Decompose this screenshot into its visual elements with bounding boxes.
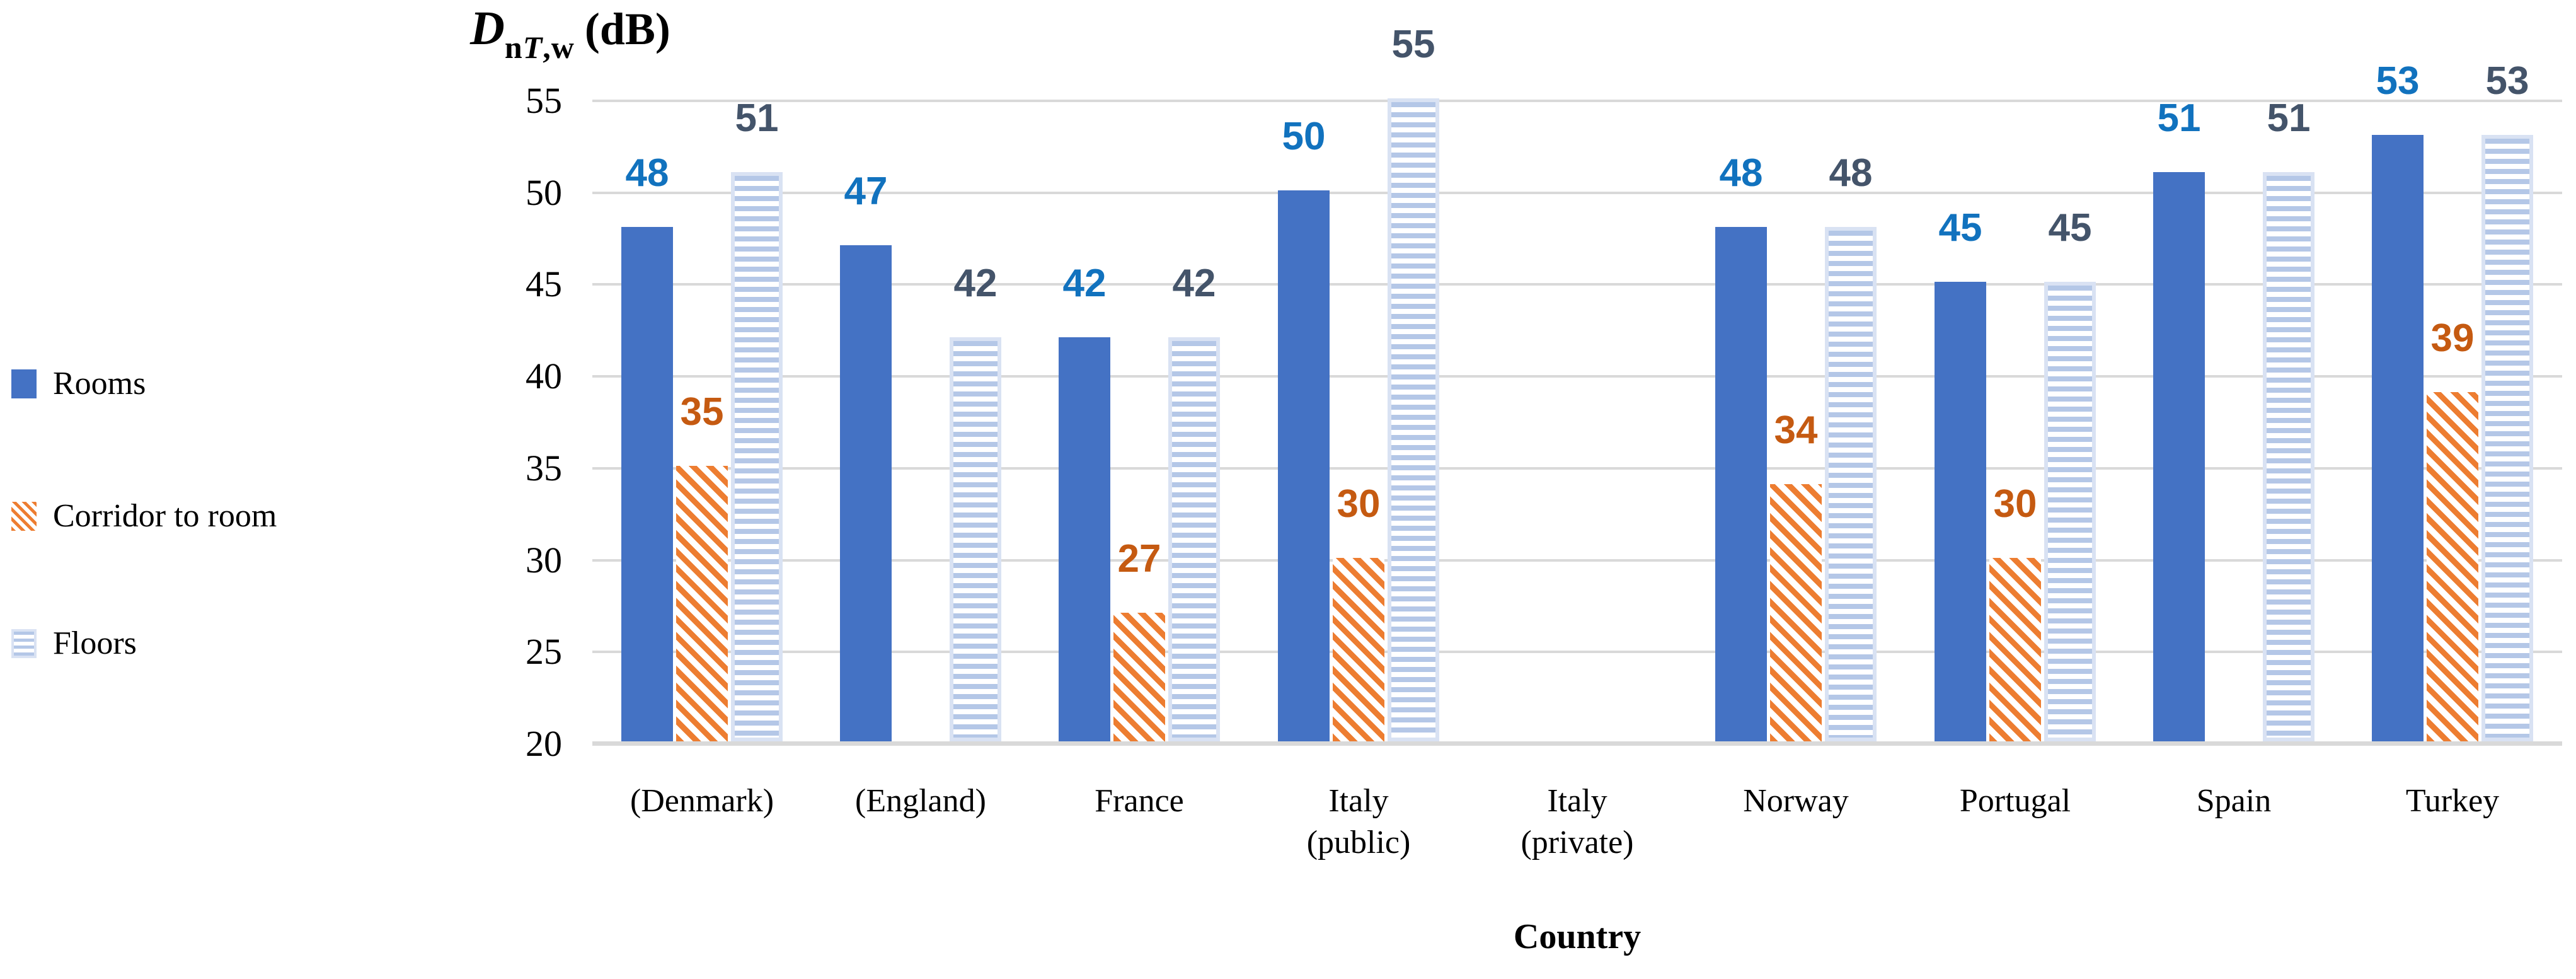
category-label-turkey: Turkey: [2339, 780, 2566, 822]
data-label-corridor-italy-public: 30: [1337, 482, 1381, 526]
legend-swatch-floors-icon: [11, 629, 37, 658]
data-label-rooms-denmark: 48: [625, 151, 669, 195]
category-label-spain: Spain: [2120, 780, 2347, 822]
data-label-floors-spain: 51: [2267, 96, 2311, 140]
data-label-corridor-denmark: 35: [680, 390, 724, 434]
bar-rooms-norway: [1715, 227, 1767, 741]
y-tick-label-45: 45: [526, 264, 562, 304]
x-axis-title: Country: [1513, 917, 1642, 956]
bar-rooms-france: [1059, 337, 1110, 741]
gridline-25: [592, 651, 2562, 653]
data-label-rooms-spain: 51: [2157, 96, 2201, 140]
plot-area: 48 35 51 47 42 42 27 42 50 30 55 48 34 48 45 30 45 51 51 53…: [592, 25, 2562, 746]
y-tick-label-40: 40: [526, 356, 562, 397]
bar-floors-france: [1168, 337, 1220, 741]
category-label-line: Turkey: [2405, 783, 2500, 819]
bar-corridor-norway: [1770, 484, 1822, 741]
data-label-rooms-england: 47: [844, 170, 888, 213]
bar-floors-turkey: [2481, 135, 2533, 741]
category-label-line: France: [1095, 783, 1184, 819]
x-axis-line: [592, 741, 2562, 746]
category-label-line: Norway: [1743, 783, 1849, 819]
bar-floors-italy-public: [1388, 98, 1439, 741]
data-label-floors-england: 42: [953, 262, 998, 305]
data-label-rooms-italy-public: 50: [1282, 115, 1326, 158]
legend-label-rooms: Rooms: [53, 366, 146, 402]
legend-swatch-corridor-icon: [11, 502, 37, 531]
bar-floors-norway: [1825, 227, 1877, 741]
data-label-corridor-portugal: 30: [1993, 482, 2037, 526]
category-label-line: (private): [1521, 825, 1634, 860]
y-tick-label-50: 50: [526, 172, 562, 213]
legend-item-floors: Floors: [11, 627, 137, 660]
y-axis-title-symbol: D: [470, 2, 505, 55]
category-label-france: France: [1026, 780, 1253, 822]
gridline-50: [592, 192, 2562, 194]
y-tick-label-30: 30: [526, 540, 562, 581]
category-label-line: Italy: [1547, 783, 1607, 819]
bar-corridor-denmark: [676, 466, 728, 741]
data-label-corridor-turkey: 39: [2430, 316, 2475, 360]
legend-item-corridor: Corridor to room: [11, 500, 277, 533]
y-axis-title: DnT,w (dB): [470, 1, 670, 65]
bar-rooms-spain: [2153, 172, 2205, 741]
y-tick-label-35: 35: [526, 448, 562, 489]
bar-rooms-italy-public: [1278, 190, 1330, 741]
data-label-floors-norway: 48: [1829, 151, 1873, 195]
bar-corridor-turkey: [2427, 392, 2478, 741]
data-label-floors-portugal: 45: [2048, 206, 2092, 250]
bar-corridor-portugal: [1989, 558, 2041, 741]
bar-corridor-france: [1113, 613, 1165, 741]
legend-label-corridor: Corridor to room: [53, 498, 277, 534]
category-label-portugal: Portugal: [1902, 780, 2129, 822]
category-label-line: (public): [1306, 825, 1411, 860]
gridline-35: [592, 467, 2562, 470]
bar-rooms-england: [840, 245, 892, 741]
y-axis-title-subscript-n: n: [504, 30, 523, 65]
category-label-line: (Denmark): [630, 783, 774, 819]
bar-floors-spain: [2263, 172, 2314, 741]
data-label-corridor-france: 27: [1117, 537, 1161, 581]
gridline-45: [592, 283, 2562, 286]
y-axis-title-subscript-t: T: [522, 30, 543, 65]
y-axis-title-subscript-w: ,w: [543, 30, 575, 65]
bar-rooms-denmark: [621, 227, 673, 741]
bar-floors-portugal: [2044, 282, 2096, 741]
category-label-norway: Norway: [1682, 780, 1909, 822]
gridline-55: [592, 100, 2562, 102]
data-label-rooms-portugal: 45: [1938, 206, 1982, 250]
legend-swatch-rooms-icon: [11, 369, 37, 398]
data-label-floors-turkey: 53: [2485, 59, 2529, 103]
category-label-line: Portugal: [1959, 783, 2071, 819]
legend-label-floors: Floors: [53, 625, 137, 661]
y-tick-label-55: 55: [526, 80, 562, 121]
category-label-line: (England): [855, 783, 986, 819]
data-label-rooms-france: 42: [1062, 262, 1107, 305]
bar-floors-england: [950, 337, 1001, 741]
bar-rooms-portugal: [1935, 282, 1986, 741]
bar-corridor-italy-public: [1333, 558, 1384, 741]
y-tick-label-25: 25: [526, 631, 562, 672]
category-label-england: (England): [807, 780, 1034, 822]
category-label-line: Italy: [1328, 783, 1389, 819]
legend-item-rooms: Rooms: [11, 368, 146, 400]
y-axis-title-unit: (dB): [584, 4, 670, 54]
gridline-30: [592, 559, 2562, 562]
data-label-floors-denmark: 51: [735, 96, 779, 140]
data-label-rooms-turkey: 53: [2376, 59, 2420, 103]
gridline-40: [592, 375, 2562, 378]
category-label-line: Spain: [2196, 783, 2272, 819]
y-axis-title-subscript: nT,w: [505, 30, 575, 65]
y-tick-label-20: 20: [526, 723, 562, 764]
category-label-denmark: (Denmark): [589, 780, 815, 822]
data-label-floors-france: 42: [1172, 262, 1216, 305]
bar-rooms-turkey: [2372, 135, 2424, 741]
data-label-rooms-norway: 48: [1719, 151, 1763, 195]
bar-floors-denmark: [731, 172, 783, 741]
category-label-italy-private: Italy (private): [1464, 780, 1691, 864]
category-label-italy-public: Italy (public): [1245, 780, 1472, 864]
data-label-floors-italy-public: 55: [1391, 23, 1435, 66]
data-label-corridor-norway: 34: [1774, 408, 1818, 452]
